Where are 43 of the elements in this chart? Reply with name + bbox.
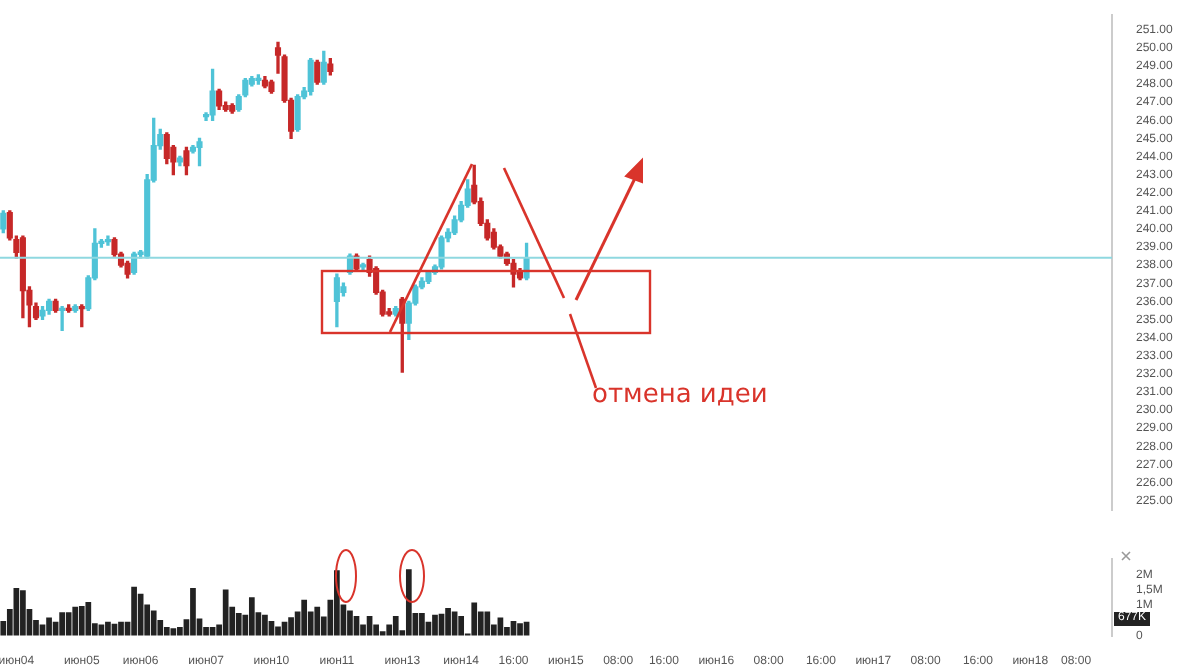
bar bbox=[131, 586, 137, 636]
bar bbox=[163, 626, 170, 636]
bar bbox=[13, 587, 20, 636]
bar bbox=[170, 628, 177, 636]
bar bbox=[432, 614, 438, 636]
bar bbox=[445, 608, 451, 636]
bar bbox=[190, 587, 196, 636]
bar bbox=[72, 606, 79, 636]
bar bbox=[46, 617, 52, 636]
bar bbox=[20, 590, 26, 636]
bar bbox=[373, 624, 379, 636]
bar bbox=[248, 597, 255, 636]
bar bbox=[419, 612, 425, 636]
bar bbox=[203, 626, 209, 636]
bar bbox=[288, 617, 294, 636]
bar bbox=[458, 615, 465, 636]
bar bbox=[314, 606, 321, 636]
bar bbox=[177, 626, 183, 636]
bar bbox=[150, 610, 157, 636]
bar bbox=[78, 605, 85, 636]
bar bbox=[504, 626, 510, 636]
bar bbox=[301, 599, 308, 636]
bar bbox=[360, 624, 366, 636]
bar bbox=[105, 621, 111, 636]
candlestick bbox=[104, 235, 111, 246]
bar bbox=[118, 621, 124, 636]
bar bbox=[85, 601, 92, 636]
bar bbox=[235, 612, 242, 636]
bar bbox=[477, 611, 484, 636]
bar bbox=[347, 610, 353, 636]
bar bbox=[386, 624, 393, 636]
bar bbox=[392, 615, 399, 636]
bar bbox=[471, 602, 478, 636]
bar bbox=[405, 569, 412, 636]
bar bbox=[517, 623, 523, 636]
bar bbox=[275, 626, 281, 636]
bar bbox=[484, 611, 491, 636]
bar bbox=[222, 589, 229, 636]
annotation: отмена идеи bbox=[592, 380, 768, 410]
bar bbox=[65, 612, 72, 636]
bar bbox=[59, 612, 65, 636]
bar bbox=[262, 614, 268, 636]
candlestick bbox=[59, 306, 66, 331]
